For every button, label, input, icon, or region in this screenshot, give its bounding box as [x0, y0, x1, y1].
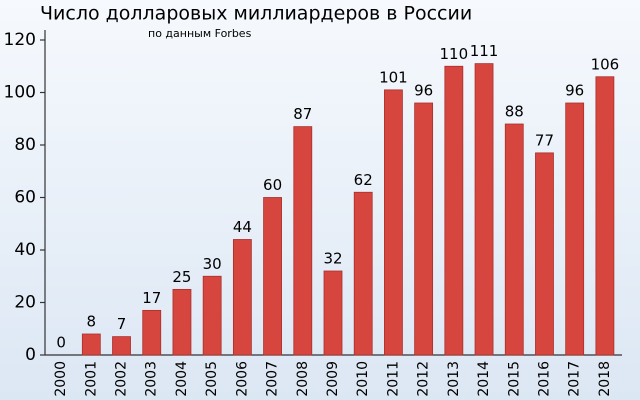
- x-tick-label: 2005: [204, 361, 220, 397]
- value-label: 110: [440, 45, 469, 63]
- bar: [172, 288, 192, 356]
- bar: [353, 191, 373, 356]
- bar: [81, 333, 101, 356]
- bar: [232, 239, 252, 356]
- value-label: 77: [535, 131, 554, 149]
- bar: [474, 63, 494, 356]
- y-tick-label: 20: [14, 293, 36, 313]
- x-tick-label: 2013: [446, 361, 462, 397]
- y-tick-label: 60: [14, 188, 36, 208]
- x-tick-label: 2008: [295, 361, 311, 397]
- value-label: 88: [505, 103, 524, 121]
- bar: [504, 123, 524, 356]
- value-label: 25: [172, 268, 191, 286]
- value-label: 60: [263, 176, 282, 194]
- y-tick-label: 80: [14, 135, 36, 155]
- bar: [263, 197, 282, 356]
- bar: [202, 275, 222, 356]
- x-tick-label: 2002: [114, 361, 130, 397]
- value-label: 17: [142, 289, 161, 307]
- bar: [112, 336, 131, 356]
- x-tick-label: 2004: [174, 361, 190, 397]
- chart-subtitle: по данным Forbes: [148, 27, 252, 40]
- value-label: 8: [87, 313, 97, 331]
- value-label: 30: [203, 255, 222, 273]
- bar: [535, 152, 554, 356]
- x-tick-label: 2017: [567, 361, 583, 397]
- bar: [384, 89, 403, 356]
- x-tick-label: 2011: [385, 361, 401, 397]
- x-tick-label: 2015: [506, 361, 522, 397]
- bar: [293, 126, 313, 356]
- x-tick-label: 2018: [597, 361, 613, 397]
- value-label: 96: [414, 82, 433, 100]
- y-tick-label: 0: [25, 345, 36, 365]
- value-label: 0: [56, 334, 66, 352]
- y-tick-label: 120: [4, 30, 36, 50]
- value-label: 32: [323, 250, 342, 268]
- x-tick-label: 2000: [53, 361, 69, 397]
- value-label: 96: [565, 82, 584, 100]
- chart-title: Число долларовых миллиардеров в России: [40, 3, 472, 25]
- y-tick-label: 40: [14, 240, 36, 260]
- bar: [414, 102, 434, 356]
- x-tick-label: 2003: [144, 361, 160, 397]
- x-tick-label: 2006: [234, 361, 250, 397]
- value-label: 87: [293, 105, 312, 123]
- x-tick-label: 2010: [355, 361, 371, 397]
- value-label: 44: [233, 218, 252, 236]
- x-tick-label: 2014: [476, 361, 492, 397]
- x-tick-label: 2001: [83, 361, 99, 397]
- x-tick-label: 2012: [416, 361, 432, 397]
- value-label: 106: [591, 55, 620, 73]
- bar: [444, 65, 464, 356]
- x-tick-label: 2009: [325, 361, 341, 397]
- bar: [595, 76, 615, 356]
- value-label: 62: [354, 171, 373, 189]
- x-tick-label: 2016: [536, 361, 552, 397]
- value-label: 111: [470, 42, 499, 60]
- value-label: 7: [117, 315, 127, 333]
- x-tick-label: 2007: [265, 361, 281, 397]
- value-label: 101: [379, 68, 408, 86]
- bar: [142, 309, 162, 356]
- y-tick-label: 100: [4, 83, 36, 103]
- bar: [323, 270, 343, 356]
- bar: [565, 102, 585, 356]
